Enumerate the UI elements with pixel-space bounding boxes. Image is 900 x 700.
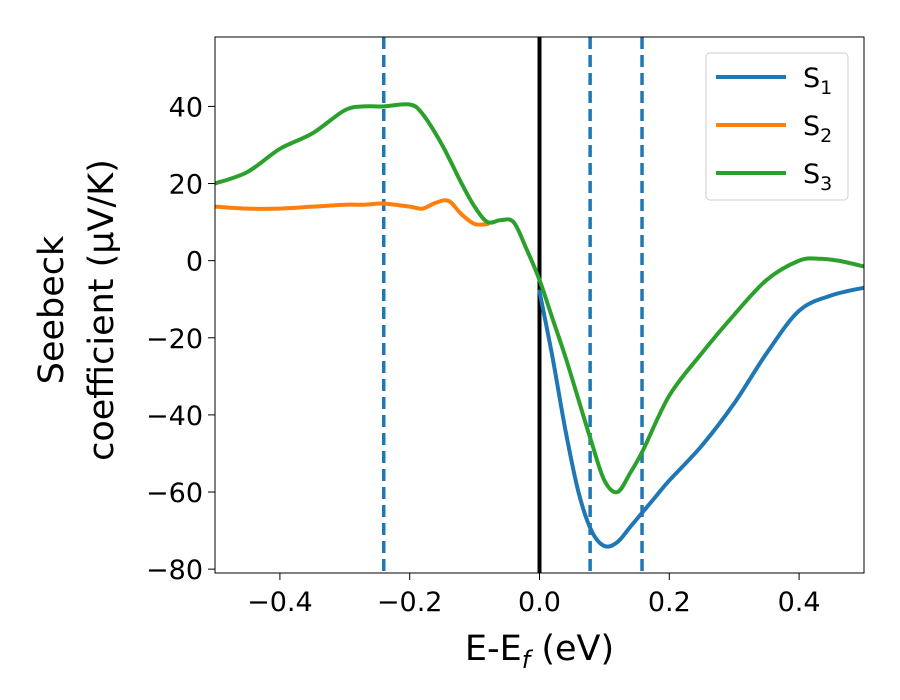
x-axis-label-main: E-E bbox=[465, 629, 522, 669]
x-axis-label: E-Ef (eV) bbox=[465, 629, 614, 674]
y-tick-label: 40 bbox=[169, 92, 203, 123]
x-axis-ticks: −0.4 −0.2 0.0 0.2 0.4 bbox=[247, 573, 821, 618]
legend-label-s3: S3 bbox=[803, 159, 832, 195]
legend-label-s1: S1 bbox=[803, 63, 832, 99]
y-axis-ticks: −80 −60 −40 −20 0 20 40 bbox=[146, 92, 215, 586]
legend: S1 S2 S3 bbox=[705, 52, 849, 201]
series-lines bbox=[215, 102, 864, 549]
y-axis-label-line2: coefficient (μV/K) bbox=[82, 159, 122, 461]
series-line-s1 bbox=[537, 285, 864, 549]
y-tick-label: −60 bbox=[146, 478, 203, 509]
x-tick-label: 0.0 bbox=[518, 587, 561, 618]
y-axis-label-line1: Seebeck bbox=[32, 235, 72, 384]
y-tick-label: −80 bbox=[146, 555, 203, 586]
x-tick-label: −0.2 bbox=[377, 587, 443, 618]
y-tick-label: 0 bbox=[186, 247, 203, 278]
series-line-s3 bbox=[215, 102, 864, 495]
x-tick-label: 0.4 bbox=[778, 587, 821, 618]
x-tick-label: 0.2 bbox=[648, 587, 691, 618]
x-tick-label: −0.4 bbox=[247, 587, 313, 618]
vertical-lines bbox=[381, 37, 644, 573]
y-tick-label: −40 bbox=[146, 401, 203, 432]
y-tick-label: 20 bbox=[169, 170, 203, 201]
x-axis-label-unit: (eV) bbox=[530, 629, 614, 669]
y-tick-label: −20 bbox=[146, 324, 203, 355]
legend-label-s2: S2 bbox=[803, 111, 832, 147]
series-line-s2 bbox=[215, 198, 490, 227]
y-axis-label: Seebeck coefficient (μV/K) bbox=[32, 159, 122, 461]
